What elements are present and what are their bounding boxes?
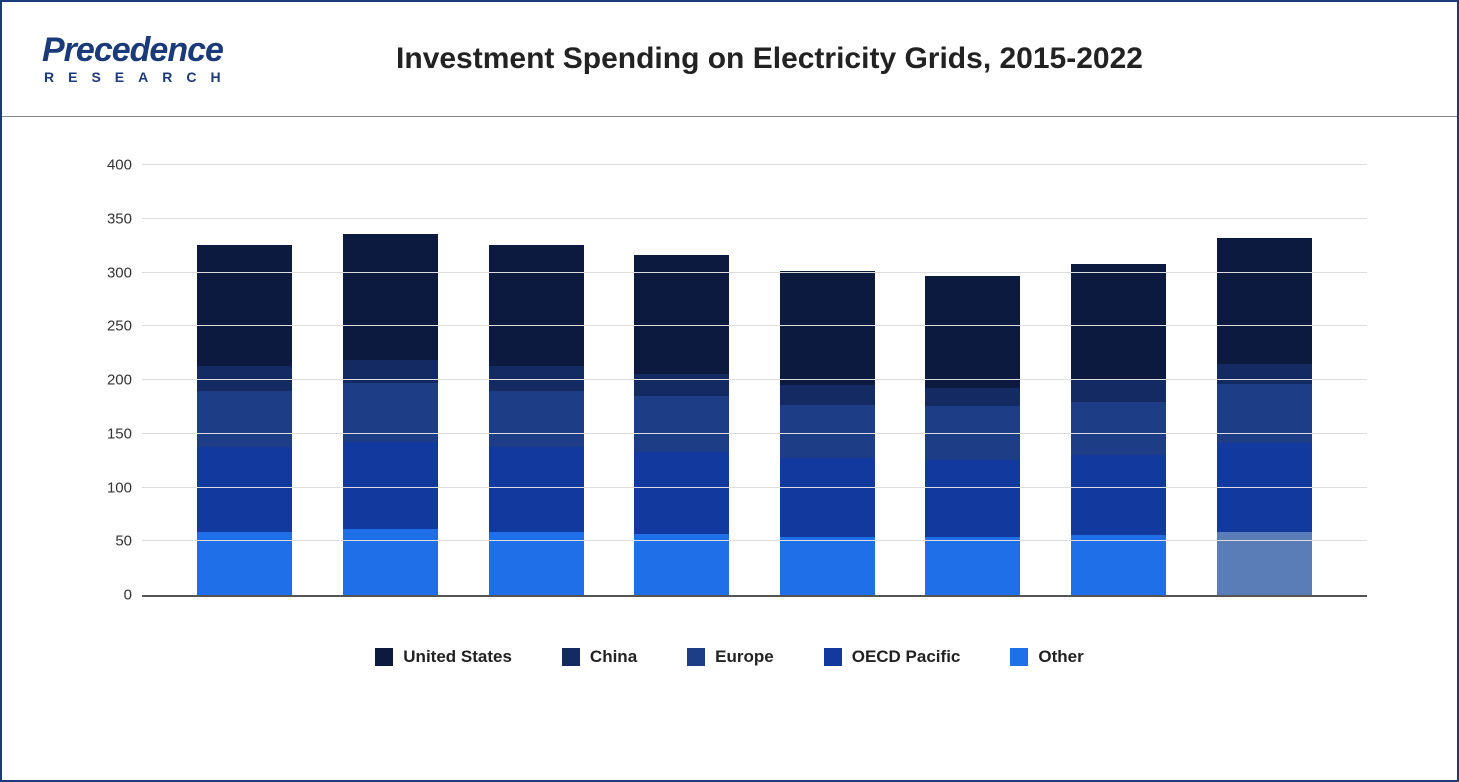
grid-line — [142, 272, 1367, 273]
legend-swatch — [687, 648, 705, 666]
y-tick-label: 200 — [87, 372, 132, 389]
bar-segment-oecd-pacific — [925, 460, 1020, 537]
bar-segment-united-states — [925, 276, 1020, 388]
bar-segment-china — [1071, 380, 1166, 402]
header-row: Precedence RESEARCH Investment Spending … — [2, 2, 1457, 117]
bar-segment-china — [1217, 364, 1312, 384]
legend-item: OECD Pacific — [824, 647, 961, 667]
logo-line2: RESEARCH — [44, 69, 282, 85]
bar-segment-oecd-pacific — [489, 447, 584, 532]
y-tick-label: 150 — [87, 425, 132, 442]
grid-line — [142, 164, 1367, 165]
chart-region: 050100150200250300350400 United StatesCh… — [2, 117, 1457, 657]
bar-segment-united-states — [197, 245, 292, 366]
legend-swatch — [1010, 648, 1028, 666]
bar-segment-united-states — [343, 234, 438, 360]
bar — [489, 245, 584, 595]
y-tick-label: 50 — [87, 533, 132, 550]
bar — [1071, 264, 1166, 595]
legend-swatch — [562, 648, 580, 666]
bar-segment-europe — [780, 405, 875, 459]
bar-segment-europe — [634, 396, 729, 452]
bar — [197, 245, 292, 595]
bar-segment-oecd-pacific — [1217, 443, 1312, 531]
grid-line — [142, 218, 1367, 219]
legend-item: China — [562, 647, 637, 667]
bar-segment-united-states — [780, 271, 875, 385]
bar — [1217, 238, 1312, 595]
bar-segment-europe — [197, 391, 292, 447]
bar-segment-united-states — [634, 255, 729, 373]
bar-segment-europe — [1217, 384, 1312, 443]
bar-segment-united-states — [1217, 238, 1312, 364]
bar-segment-oecd-pacific — [780, 458, 875, 536]
bar-segment-china — [634, 374, 729, 397]
bar — [634, 255, 729, 595]
bar-segment-oecd-pacific — [197, 447, 292, 532]
logo: Precedence RESEARCH — [42, 33, 282, 85]
bar-segment-other — [925, 537, 1020, 595]
y-tick-label: 0 — [87, 587, 132, 604]
y-tick-label: 100 — [87, 479, 132, 496]
legend-label: Europe — [715, 647, 774, 667]
grid-line — [142, 379, 1367, 380]
grid-line — [142, 487, 1367, 488]
bar-segment-other — [1071, 535, 1166, 595]
bar-segment-oecd-pacific — [634, 452, 729, 534]
bar-segment-china — [780, 385, 875, 404]
bar-segment-europe — [1071, 402, 1166, 456]
bar-segment-china — [925, 388, 1020, 406]
bar-segment-other — [634, 534, 729, 595]
bar-segment-other — [780, 537, 875, 595]
chart-frame: Precedence RESEARCH Investment Spending … — [0, 0, 1459, 782]
y-tick-label: 250 — [87, 318, 132, 335]
chart-title: Investment Spending on Electricity Grids… — [282, 42, 1417, 76]
bar-segment-united-states — [1071, 264, 1166, 380]
legend-item: Other — [1010, 647, 1083, 667]
bar — [925, 276, 1020, 595]
legend-item: United States — [375, 647, 512, 667]
bar-segment-oecd-pacific — [1071, 455, 1166, 535]
legend-label: China — [590, 647, 637, 667]
legend-swatch — [375, 648, 393, 666]
y-tick-label: 350 — [87, 210, 132, 227]
y-tick-label: 300 — [87, 264, 132, 281]
bar-segment-europe — [489, 391, 584, 447]
y-tick-label: 400 — [87, 157, 132, 174]
legend-label: Other — [1038, 647, 1083, 667]
grid-line — [142, 540, 1367, 541]
legend: United States China Europe OECD Pacific Othe… — [92, 647, 1367, 667]
bars-row — [142, 167, 1367, 595]
bar-segment-united-states — [489, 245, 584, 366]
legend-item: Europe — [687, 647, 774, 667]
grid-line — [142, 433, 1367, 434]
legend-label: United States — [403, 647, 512, 667]
grid-line — [142, 325, 1367, 326]
plot-area: 050100150200250300350400 — [142, 167, 1367, 597]
legend-label: OECD Pacific — [852, 647, 961, 667]
logo-line1: Precedence — [42, 33, 282, 67]
legend-swatch — [824, 648, 842, 666]
